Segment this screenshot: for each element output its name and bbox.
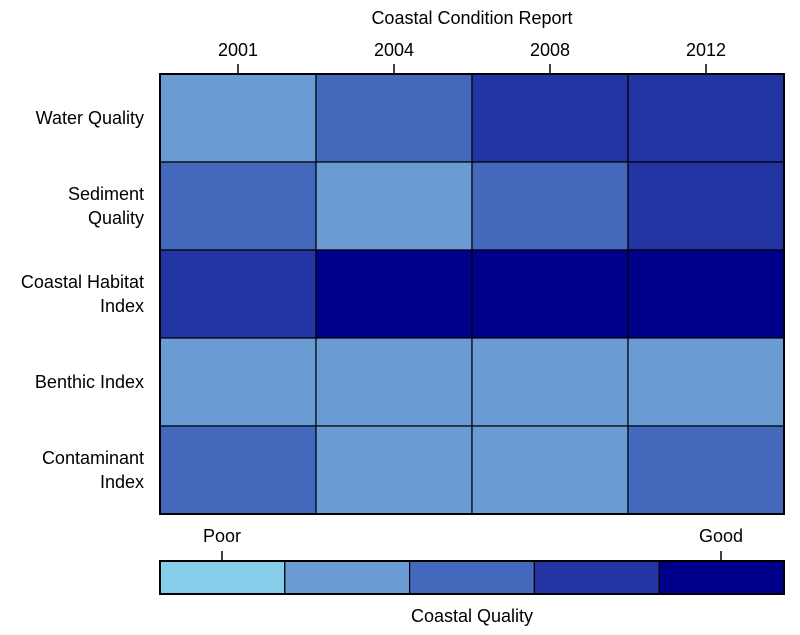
legend-frame [159,560,785,595]
legend-swatch [658,560,785,595]
legend-swatch [533,560,660,595]
row-label: Water Quality [36,108,144,128]
row-label: Sediment Quality [68,184,144,228]
heatmap-cell [315,425,473,515]
heatmap-cell [315,73,473,163]
row-label: Contaminant Index [42,448,144,492]
column-label: 2008 [530,40,570,60]
heatmap-cell [159,425,317,515]
heatmap-cell [315,249,473,339]
column-axis: 2001 2004 2008 2012 [218,40,726,74]
row-label-line: Water Quality [36,108,144,128]
heatmap-cell [159,249,317,339]
heatmap-cell [315,161,473,251]
heatmap-cell [159,73,317,163]
legend-swatch [159,560,286,595]
legend-swatch [409,560,536,595]
legend-high-label: Good [699,526,743,546]
column-label: 2004 [374,40,414,60]
heatmap-cell [471,161,629,251]
chart-title: Coastal Condition Report [371,8,572,28]
heatmap-cell [471,337,629,427]
heatmap-cell [627,249,785,339]
row-axis: Water Quality Sediment Quality Coastal Habi… [21,108,144,492]
heatmap-cell [471,73,629,163]
row-label-line: Index [100,296,144,316]
row-label-line: Benthic Index [35,372,144,392]
legend-low-label: Poor [203,526,241,546]
legend-title: Coastal Quality [411,606,533,626]
row-label-line: Quality [88,208,144,228]
legend-swatch [284,560,411,595]
heatmap-cell [315,337,473,427]
row-label-line: Contaminant [42,448,144,468]
heatmap-cell [471,425,629,515]
heatmap-cell [471,249,629,339]
column-label: 2001 [218,40,258,60]
row-label: Coastal Habitat Index [21,272,144,316]
heatmap-cell [627,161,785,251]
column-label: 2012 [686,40,726,60]
heatmap-cell [627,425,785,515]
heatmap-cell [159,161,317,251]
row-label-line: Sediment [68,184,144,204]
row-label: Benthic Index [35,372,144,392]
heatmap-cell [159,337,317,427]
row-label-line: Index [100,472,144,492]
row-label-line: Coastal Habitat [21,272,144,292]
heatmap-frame [159,73,785,515]
legend-swatches [159,560,785,595]
color-legend: Poor Good Coastal Quality [159,526,785,626]
heatmap-cell [627,73,785,163]
heatmap-cells [159,73,785,515]
heatmap-cell [627,337,785,427]
